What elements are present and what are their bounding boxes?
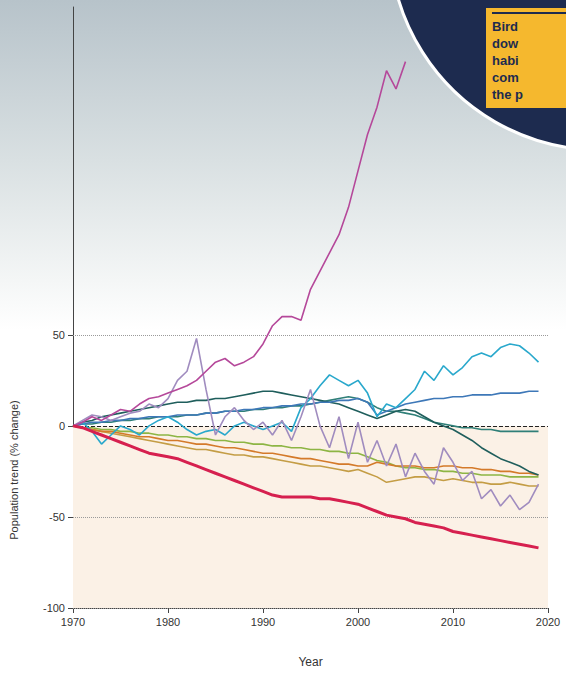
svg-text:1970: 1970 bbox=[61, 616, 85, 628]
svg-text:2000: 2000 bbox=[346, 616, 370, 628]
svg-text:com: com bbox=[492, 70, 519, 85]
svg-text:2020: 2020 bbox=[536, 616, 560, 628]
svg-text:1990: 1990 bbox=[251, 616, 275, 628]
svg-text:-50: -50 bbox=[49, 511, 65, 523]
svg-text:Bird: Bird bbox=[492, 19, 518, 34]
svg-text:the p: the p bbox=[492, 87, 523, 102]
svg-text:2010: 2010 bbox=[441, 616, 465, 628]
svg-text:habi: habi bbox=[492, 53, 519, 68]
svg-text:Population trend (% change): Population trend (% change) bbox=[8, 400, 20, 539]
svg-text:50: 50 bbox=[53, 329, 65, 341]
svg-text:-100: -100 bbox=[43, 602, 65, 614]
svg-text:Year: Year bbox=[298, 655, 322, 669]
svg-text:dow: dow bbox=[492, 36, 519, 51]
svg-text:0: 0 bbox=[59, 420, 65, 432]
svg-text:1980: 1980 bbox=[156, 616, 180, 628]
